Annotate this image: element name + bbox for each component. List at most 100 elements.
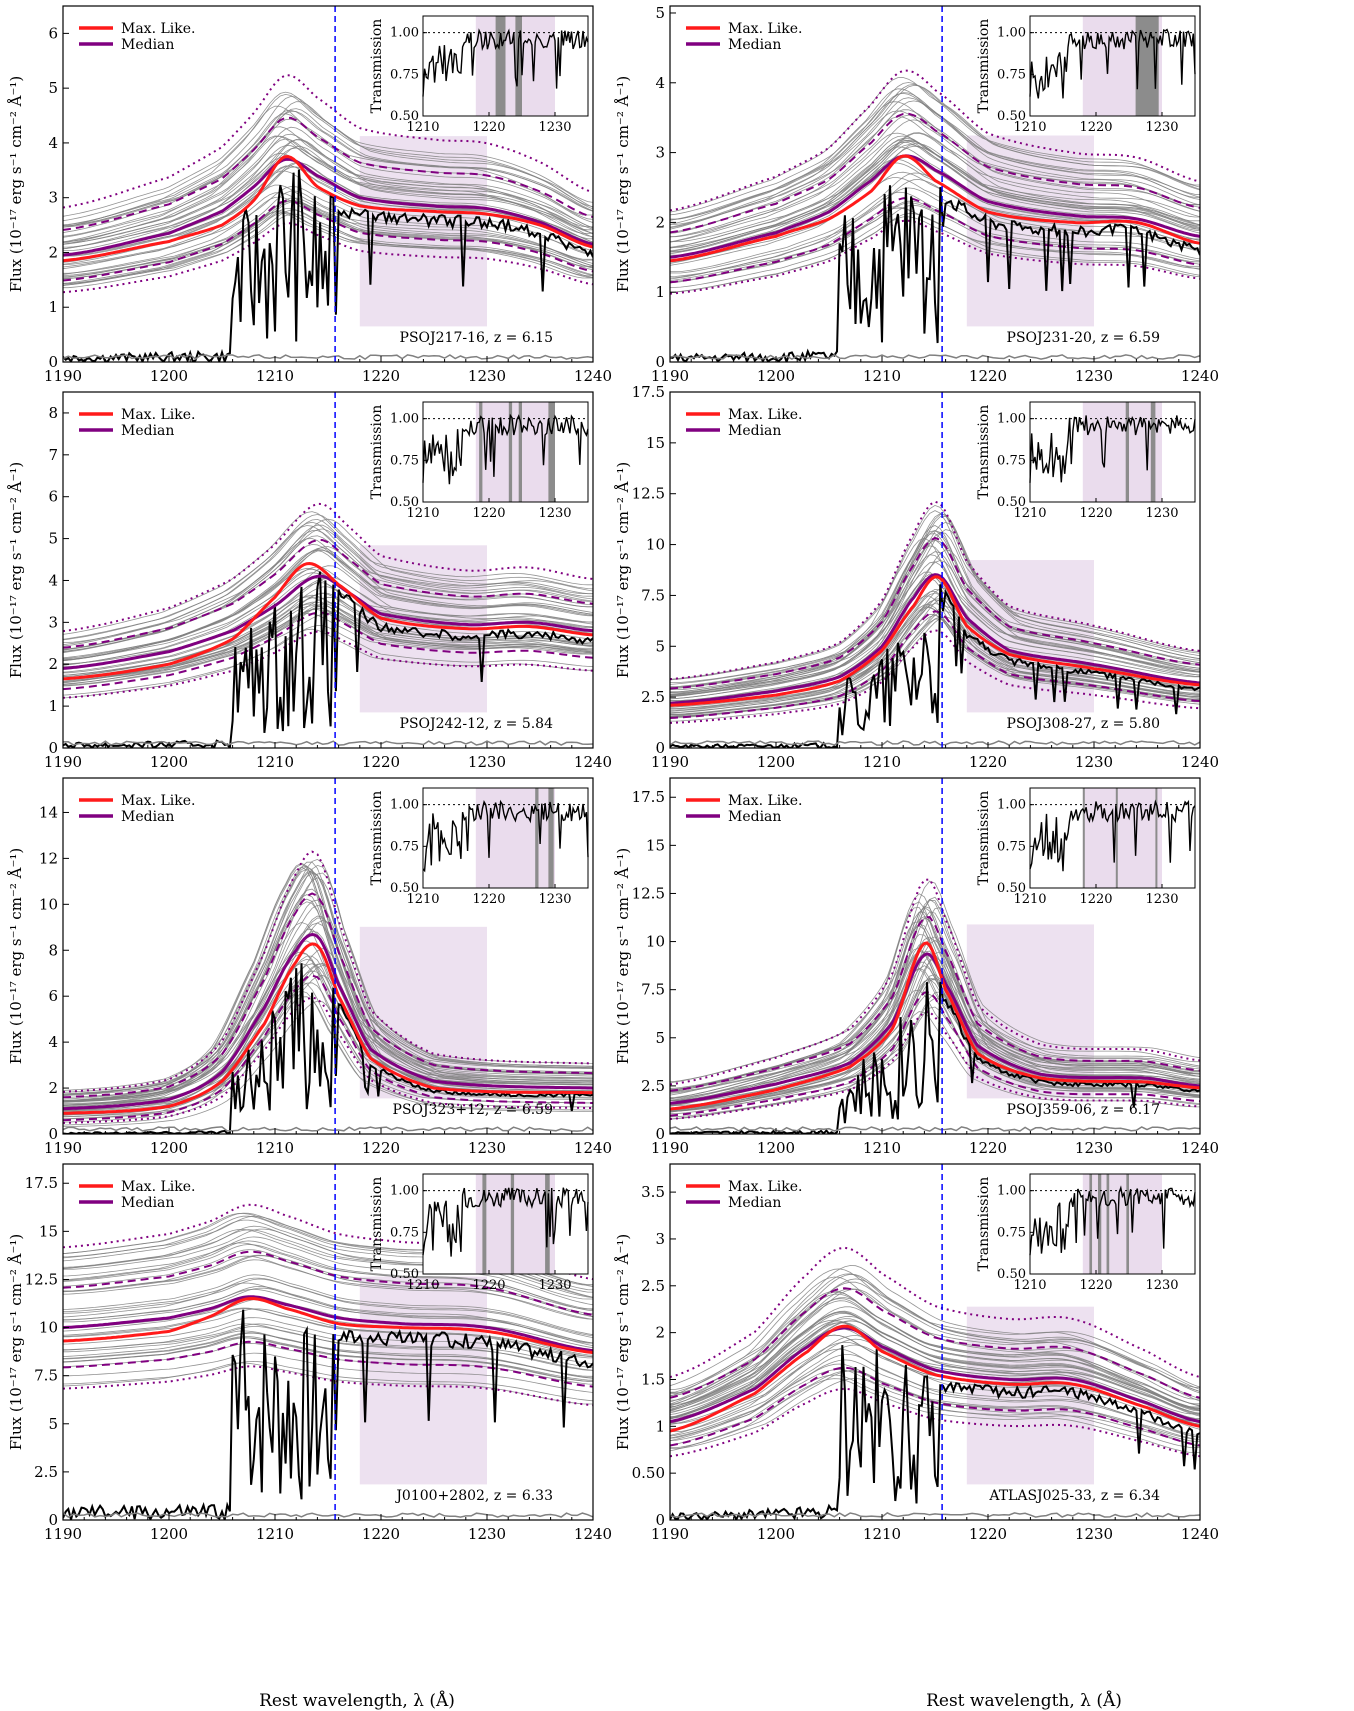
y-tick-label: 17.5 — [25, 1174, 58, 1192]
posterior-sample — [63, 921, 593, 1102]
noise-spectrum — [63, 354, 593, 361]
masked-absorber-band — [1089, 1174, 1093, 1274]
y-tick-label: 7.5 — [34, 1367, 58, 1385]
y-axis-label: Flux (10⁻¹⁷ erg s⁻¹ cm⁻² Å⁻¹) — [7, 848, 25, 1065]
posterior-sample — [63, 1342, 593, 1385]
posterior-sample — [670, 614, 1200, 719]
x-tick-label: 1200 — [757, 367, 795, 385]
y-tick-label: 4 — [655, 74, 665, 92]
y-tick-label: 2 — [48, 655, 58, 673]
posterior-sample — [670, 1265, 1200, 1390]
masked-absorber-band — [548, 788, 554, 888]
posterior-sample — [63, 1332, 593, 1379]
y-tick-label: 2.5 — [34, 1463, 58, 1481]
inset-y-tick-label: 0.50 — [997, 1267, 1026, 1282]
credible-interval-95 — [670, 219, 1200, 295]
transmission-curve — [422, 28, 589, 97]
inset-y-axis-label: Transmission — [369, 405, 385, 500]
credible-interval-95 — [670, 69, 1200, 212]
posterior-sample — [63, 603, 593, 686]
posterior-sample — [670, 898, 1200, 1099]
posterior-sample — [670, 923, 1200, 1106]
inset-y-axis-label: Transmission — [976, 1177, 992, 1272]
legend-label: Max. Like. — [121, 1179, 195, 1195]
x-tick-label: 1230 — [468, 1139, 506, 1157]
x-tick-label: 1230 — [1075, 1139, 1113, 1157]
posterior-sample — [63, 210, 593, 284]
posterior-sample — [63, 93, 593, 222]
posterior-sample — [63, 110, 593, 227]
y-tick-label: 4 — [48, 1033, 58, 1051]
axes-frame — [62, 1163, 594, 1521]
posterior-sample — [670, 110, 1200, 229]
spectrum-panel: 1190 1200 1210 1220 1230 1240 0 2.5 5 7.5 10 12.5 15… — [614, 383, 1219, 771]
inset-x-tick-label: 1210 — [1013, 892, 1046, 907]
transmission-curve — [422, 1187, 589, 1257]
noise-spectrum — [670, 740, 1200, 746]
posterior-sample — [670, 100, 1200, 225]
y-tick-label: 3 — [48, 189, 58, 207]
posterior-sample — [63, 863, 593, 1096]
posterior-sample — [670, 880, 1200, 1082]
legend: Max. Like.Median — [79, 407, 195, 439]
posterior-sample — [63, 192, 593, 268]
y-tick-label: 1 — [48, 697, 58, 715]
posterior-sample — [63, 894, 593, 1106]
posterior-sample — [63, 1228, 593, 1300]
posterior-sample — [670, 1318, 1200, 1415]
noise-spectrum — [63, 1126, 593, 1132]
inset-y-axis-label: Transmission — [976, 405, 992, 500]
inset-y-tick-label: 1.00 — [997, 26, 1026, 41]
posterior-sample — [63, 544, 593, 650]
legend-label: Max. Like. — [728, 793, 802, 809]
x-tick-label: 1210 — [863, 753, 901, 771]
masked-absorber-band — [1082, 788, 1085, 888]
x-tick-label: 1240 — [574, 367, 612, 385]
noise-spectrum — [670, 1126, 1200, 1132]
legend: Max. Like.Median — [79, 1179, 195, 1211]
inset-y-tick-label: 0.50 — [390, 1267, 419, 1282]
inset-y-tick-label: 1.00 — [390, 798, 419, 813]
inset-y-tick-label: 0.75 — [390, 1225, 419, 1240]
inset-x-tick-label: 1210 — [1013, 120, 1046, 135]
inset-y-tick-label: 0.50 — [997, 109, 1026, 124]
x-tick-label: 1210 — [863, 1525, 901, 1543]
posterior-sample — [63, 974, 593, 1117]
masked-absorber-band — [1135, 16, 1159, 116]
y-tick-label: 3 — [655, 1230, 665, 1248]
legend-label: Median — [121, 809, 174, 825]
posterior-sample — [63, 1244, 593, 1310]
posterior-sample — [63, 990, 593, 1123]
masked-absorber-band — [482, 1174, 487, 1274]
credible-interval-68 — [670, 610, 1200, 719]
inset-x-tick-label: 1220 — [1079, 892, 1112, 907]
inset-y-tick-label: 1.00 — [390, 26, 419, 41]
y-tick-label: 3 — [48, 613, 58, 631]
x-tick-label: 1210 — [863, 367, 901, 385]
transmission-inset: 1210 1220 1230 0.50 0.75 1.00 Transmission — [976, 401, 1196, 521]
y-tick-label: 5 — [48, 530, 58, 548]
inset-x-tick-label: 1230 — [1145, 1278, 1178, 1293]
y-tick-label: 2.5 — [641, 1077, 665, 1095]
posterior-sample — [670, 602, 1200, 716]
credible-interval-68 — [670, 1287, 1200, 1399]
y-axis-label: Flux (10⁻¹⁷ erg s⁻¹ cm⁻² Å⁻¹) — [7, 1234, 25, 1451]
inset-y-tick-label: 0.75 — [390, 67, 419, 82]
inset-x-tick-label: 1230 — [538, 892, 571, 907]
inset-x-tick-label: 1230 — [538, 1278, 571, 1293]
credible-interval-95 — [63, 850, 593, 1093]
legend: Max. Like.Median — [79, 793, 195, 825]
credible-interval-95 — [670, 500, 1200, 681]
y-tick-label: 4 — [48, 134, 58, 152]
y-tick-label: 7.5 — [641, 586, 665, 604]
inset-x-tick-label: 1230 — [538, 506, 571, 521]
median-curve — [670, 1326, 1200, 1424]
transmission-curve — [1029, 28, 1196, 99]
spectrum-panel: 1190 1200 1210 1220 1230 1240 0 1 2 3 4 5 Flux (10⁻¹… — [614, 4, 1219, 385]
masked-absorber-band — [1097, 1174, 1102, 1274]
transmission-inset: 1210 1220 1230 0.50 0.75 1.00 Transmission — [369, 401, 589, 521]
object-label: PSOJ242-12, z = 5.84 — [400, 716, 554, 732]
posterior-sample — [63, 602, 593, 680]
posterior-sample — [670, 119, 1200, 238]
posterior-sample — [670, 1288, 1200, 1405]
